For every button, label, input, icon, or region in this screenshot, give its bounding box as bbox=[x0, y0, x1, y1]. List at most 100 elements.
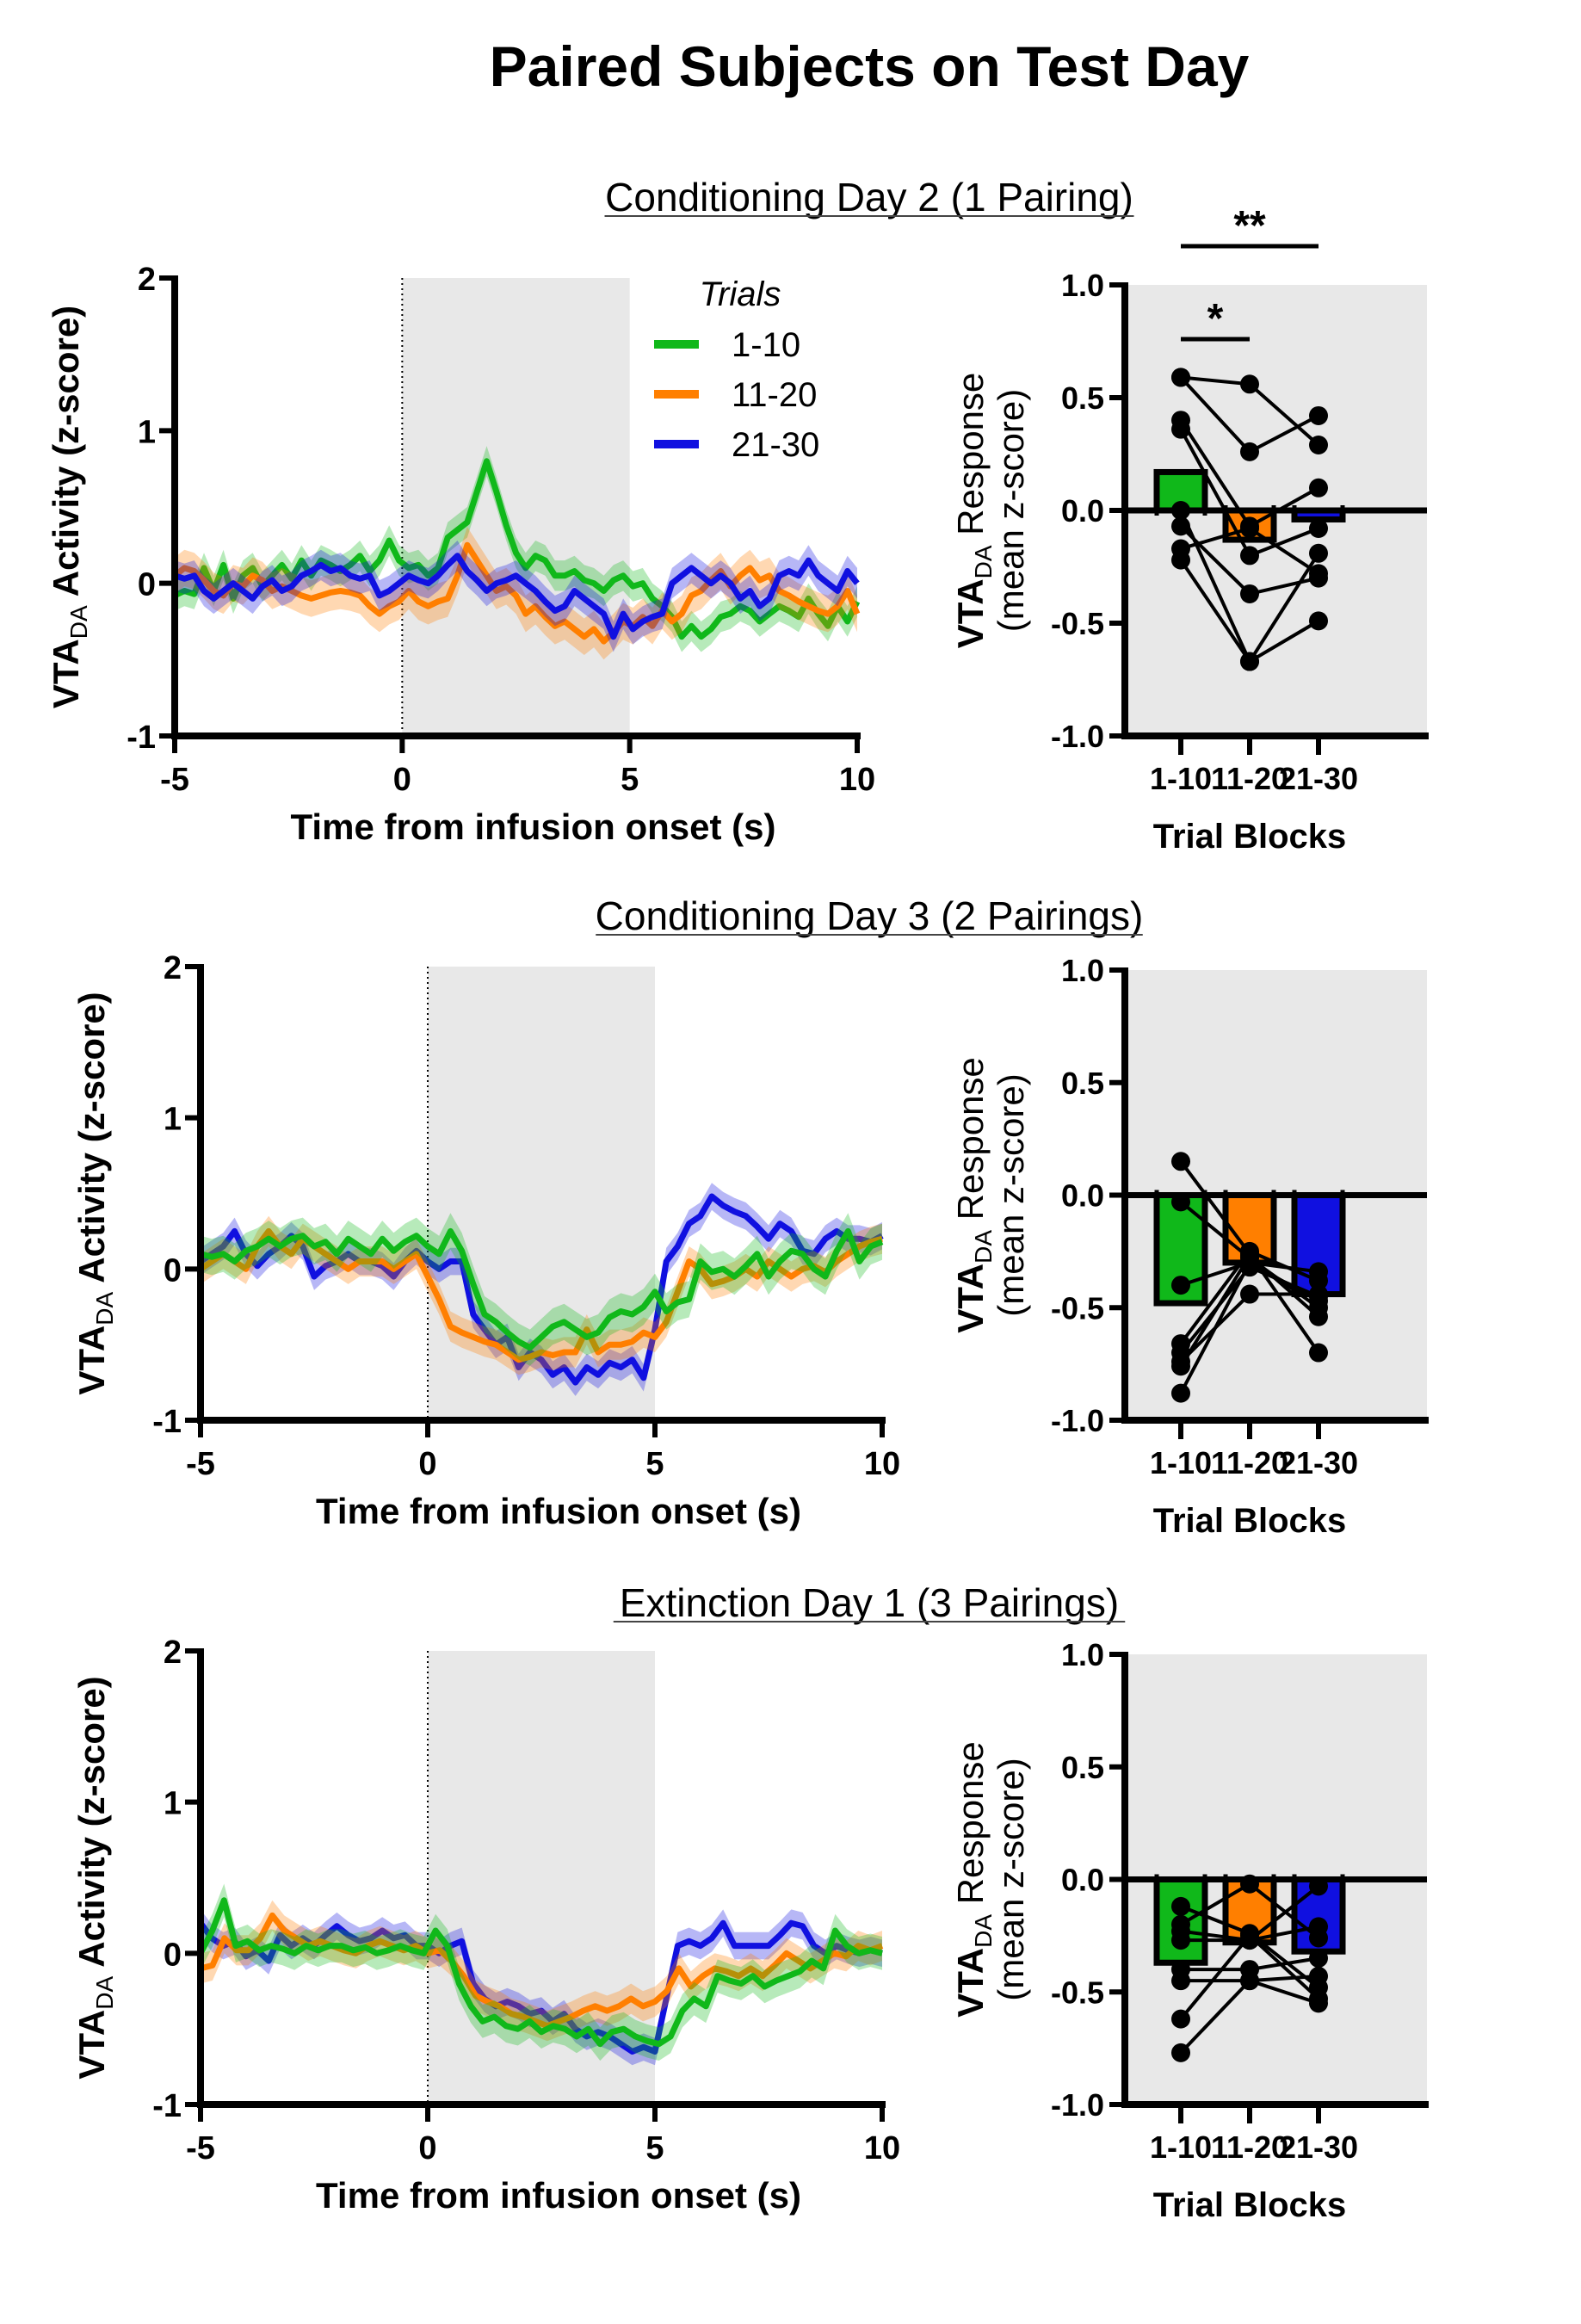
trace-11-20 bbox=[200, 1912, 884, 2030]
y-tick-label: -1 bbox=[152, 1404, 182, 1440]
x-tick-label: 10 bbox=[864, 1446, 900, 1482]
x-tick-label: 21-30 bbox=[1279, 2129, 1358, 2165]
x-tick-label: 5 bbox=[621, 762, 639, 798]
y-axis-label: VTADA Activity (z-score) bbox=[71, 992, 118, 1394]
y-tick-label: 0 bbox=[138, 567, 156, 603]
subject-point bbox=[1309, 1993, 1328, 2013]
y-label-main: VTA bbox=[950, 578, 991, 648]
y-label-main: VTA bbox=[71, 2010, 112, 2080]
subject-point bbox=[1171, 1357, 1190, 1376]
y-tick-label: 1.0 bbox=[1061, 1637, 1104, 1672]
significance-label: * bbox=[1207, 296, 1224, 342]
x-axis-label: Trial Blocks bbox=[1153, 2186, 1347, 2224]
subject-point bbox=[1309, 1291, 1328, 1311]
trace-21-30 bbox=[173, 553, 860, 640]
trace-21-30 bbox=[199, 1193, 884, 1386]
subject-point bbox=[1240, 546, 1259, 566]
significance-label: ** bbox=[1233, 203, 1266, 249]
y-label-rest: Response bbox=[950, 373, 991, 546]
section-title: Extinction Day 1 (3 Pairings) bbox=[620, 1580, 1119, 1625]
subject-point bbox=[1309, 478, 1328, 498]
subject-point bbox=[1240, 374, 1259, 394]
x-tick-label: 11-20 bbox=[1211, 1445, 1288, 1480]
y-tick-label: 0 bbox=[164, 1252, 182, 1289]
y-tick-label: -0.5 bbox=[1051, 1290, 1104, 1326]
x-tick-label: 10 bbox=[864, 2130, 900, 2166]
subject-point bbox=[1171, 1896, 1190, 1916]
x-tick-label: 1-10 bbox=[1150, 2129, 1212, 2165]
y-tick-label: 1 bbox=[138, 414, 156, 450]
x-tick-label: 21-30 bbox=[1279, 1445, 1358, 1480]
y-label-rest: Response bbox=[950, 1057, 991, 1230]
y-axis-label: VTADA Response bbox=[950, 1057, 997, 1333]
x-tick-label: -5 bbox=[186, 2130, 215, 2166]
x-tick-label: 21-30 bbox=[1279, 761, 1358, 796]
subject-point bbox=[1171, 1152, 1190, 1171]
y-tick-label: 0.5 bbox=[1061, 1066, 1104, 1101]
subject-point bbox=[1171, 368, 1190, 387]
subject-point bbox=[1309, 1270, 1328, 1290]
subject-point bbox=[1309, 1876, 1328, 1896]
x-tick-label: 1-10 bbox=[1150, 1445, 1212, 1480]
y-tick-label: -1.0 bbox=[1051, 719, 1104, 754]
line-panel-2: Conditioning Day 3 (2 Pairings) -1 0 1 2 -5 0 5… bbox=[71, 893, 1143, 1531]
subject-point bbox=[1309, 611, 1328, 631]
subject-point bbox=[1171, 419, 1190, 439]
y-tick-label: 2 bbox=[138, 262, 156, 298]
y-axis-label: VTADA Activity (z-score) bbox=[46, 306, 92, 708]
y-axis-label-line2: (mean z-score) bbox=[991, 1073, 1031, 1316]
line-panel-3: Extinction Day 1 (3 Pairings) -1 0 1 2 -5 0 5 10… bbox=[71, 1580, 1126, 2216]
y-label-subscript: DA bbox=[91, 1976, 118, 2010]
y-tick-label: 1.0 bbox=[1061, 268, 1104, 303]
x-tick-label: 10 bbox=[839, 762, 875, 798]
subject-point bbox=[1309, 1917, 1328, 1937]
y-label-rest: Activity (z-score) bbox=[71, 1676, 112, 1976]
y-label-main: VTA bbox=[950, 1264, 991, 1333]
legend: Trials 1-10 11-20 21-30 bbox=[654, 275, 819, 464]
y-tick-label: 0.0 bbox=[1061, 1178, 1104, 1214]
subject-point bbox=[1171, 550, 1190, 570]
legend-label: 1-10 bbox=[732, 326, 800, 364]
y-tick-label: 2 bbox=[164, 1635, 182, 1671]
y-axis-label: VTADA Activity (z-score) bbox=[71, 1676, 118, 2079]
x-axis-label: Time from infusion onset (s) bbox=[291, 807, 776, 847]
y-tick-label: 1 bbox=[164, 1102, 182, 1138]
trace-1-10 bbox=[200, 1227, 884, 1351]
subject-point bbox=[1240, 584, 1259, 603]
y-tick-label: -1.0 bbox=[1051, 1403, 1104, 1438]
x-tick-label: 0 bbox=[393, 762, 411, 798]
subject-point bbox=[1240, 442, 1259, 461]
subject-point bbox=[1240, 1252, 1259, 1272]
subject-point bbox=[1171, 1931, 1190, 1950]
subject-point bbox=[1171, 2043, 1190, 2062]
x-tick-label: 11-20 bbox=[1211, 2129, 1288, 2165]
subject-point bbox=[1309, 436, 1328, 455]
y-label-main: VTA bbox=[71, 1326, 112, 1395]
subject-point bbox=[1240, 652, 1259, 671]
x-tick-label: 0 bbox=[418, 2130, 436, 2166]
y-axis-label: VTADA Response bbox=[950, 373, 997, 649]
subject-point bbox=[1309, 1966, 1328, 1986]
legend-label: 11-20 bbox=[732, 376, 817, 414]
y-tick-label: 2 bbox=[164, 950, 182, 986]
sem-band-1-10 bbox=[201, 1883, 882, 2061]
line-panel-1: Conditioning Day 2 (1 Pairing) -1 0 1 2 -5 0 5 1… bbox=[46, 175, 1134, 847]
x-tick-label: 0 bbox=[418, 1446, 436, 1482]
subject-point bbox=[1171, 2009, 1190, 2029]
subject-point bbox=[1171, 516, 1190, 536]
x-tick-label: 1-10 bbox=[1150, 761, 1212, 796]
subject-point bbox=[1309, 518, 1328, 538]
x-axis-label: Trial Blocks bbox=[1153, 1502, 1347, 1540]
y-tick-label: 0.0 bbox=[1061, 1863, 1104, 1898]
y-tick-label: -1 bbox=[127, 720, 156, 756]
subject-point bbox=[1309, 543, 1328, 563]
subject-point bbox=[1240, 1925, 1259, 1945]
y-label-subscript: DA bbox=[91, 1292, 118, 1326]
y-label-main: VTA bbox=[46, 639, 86, 708]
y-axis-label-line2: (mean z-score) bbox=[991, 389, 1031, 632]
y-label-subscript: DA bbox=[970, 545, 997, 578]
x-tick-label: -5 bbox=[186, 1446, 215, 1482]
y-label-main: VTA bbox=[950, 1948, 991, 2018]
y-axis-label: VTADA Response bbox=[950, 1741, 997, 2018]
